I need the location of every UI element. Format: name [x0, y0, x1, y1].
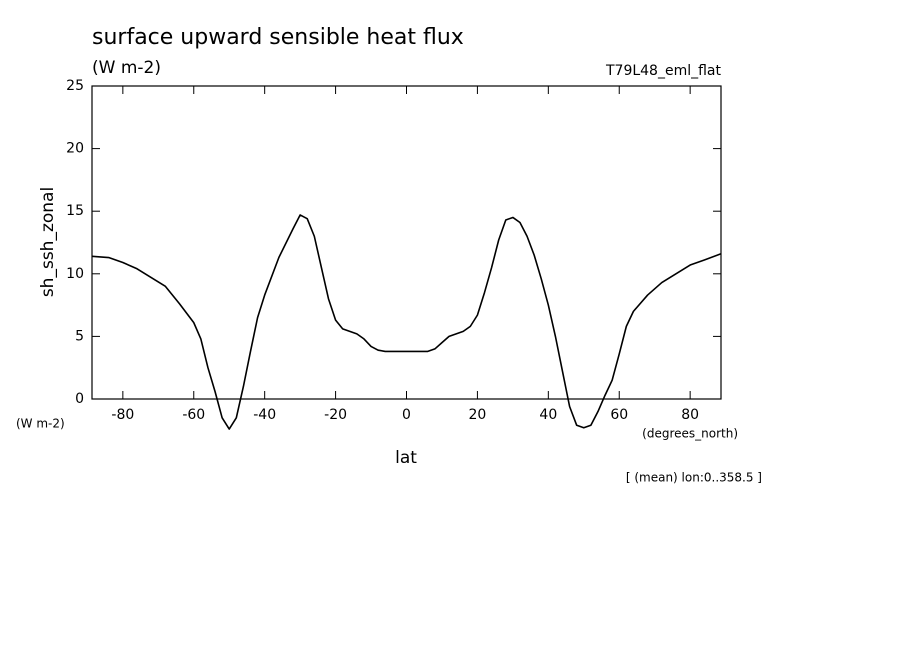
- x-units: (degrees_north): [642, 427, 738, 441]
- x-tick-label: 80: [681, 407, 699, 423]
- x-tick-label: 0: [402, 407, 411, 423]
- y-tick-label: 0: [75, 391, 84, 407]
- y-tick-label: 15: [66, 203, 84, 219]
- x-tick-label: -80: [111, 407, 134, 423]
- x-tick-label: 60: [610, 407, 628, 423]
- x-tick-label: -60: [182, 407, 205, 423]
- x-tick-label: 40: [539, 407, 557, 423]
- y-units: (W m-2): [16, 417, 65, 431]
- y-tick-label: 5: [75, 328, 84, 344]
- y-tick-label: 25: [66, 78, 84, 94]
- x-tick-label: -20: [324, 407, 347, 423]
- note: [ (mean) lon:0..358.5 ]: [626, 471, 762, 485]
- x-tick-label: 20: [468, 407, 486, 423]
- x-tick-label: -40: [253, 407, 276, 423]
- subtitle: (W m-2): [92, 58, 161, 78]
- run-label: T79L48_eml_flat: [605, 63, 722, 79]
- data-line: [91, 214, 722, 430]
- chart-title: surface upward sensible heat flux: [92, 25, 464, 50]
- y-tick-label: 10: [66, 266, 84, 282]
- y-axis-label: sh_ssh_zonal: [38, 187, 58, 297]
- y-tick-label: 20: [66, 141, 84, 157]
- x-axis-label: lat: [395, 448, 417, 468]
